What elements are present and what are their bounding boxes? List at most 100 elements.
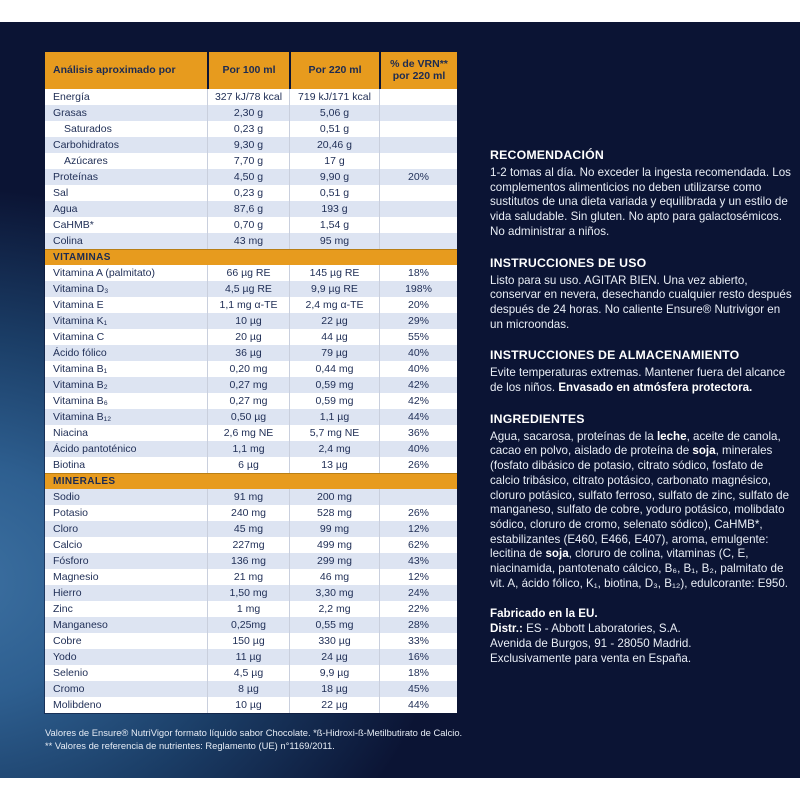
table-cell-per220: 719 kJ/171 kcal [289,89,379,105]
text-segment: Evite temperaturas extremas. Mantener fu… [490,366,786,395]
table-cell-vrn [379,137,457,153]
table-cell-vrn: 12% [379,569,457,585]
table-cell-per220: 79 µg [289,345,379,361]
table-cell-label: Ácido pantoténico [53,443,137,455]
table-cell-vrn [379,185,457,201]
table-cell-label: Biotina [53,459,86,471]
table-cell-per100: 1,1 mg [207,441,289,457]
table-row: Proteínas 4,50 g 9,90 g 20% [45,169,457,185]
table-cell-per220: 200 mg [289,489,379,505]
text-segment: Distr.: [490,622,523,636]
table-cell-per220: 2,4 mg α-TE [289,297,379,313]
table-cell-per220: 528 mg [289,505,379,521]
table-cell-per220: 330 µg [289,633,379,649]
table-cell-per220: 0,59 mg [289,377,379,393]
table-cell-vrn: 12% [379,521,457,537]
table-row: Cobre 150 µg 330 µg 33% [45,633,457,649]
table-cell-per100: 11 µg [207,649,289,665]
table-cell-vrn [379,89,457,105]
table-cell-per100: 4,50 g [207,169,289,185]
table-cell-per100: 2,30 g [207,105,289,121]
table-cell-label: Magnesio [53,571,99,583]
table-cell-label: Fósforo [53,555,89,567]
table-row: Manganeso 0,25mg 0,55 mg 28% [45,617,457,633]
table-row: Niacina 2,6 mg NE 5,7 mg NE 36% [45,425,457,441]
table-cell-label: Molibdeno [53,699,102,711]
table-row: Ácido pantoténico 1,1 mg 2,4 mg 40% [45,441,457,457]
table-row: Fósforo 136 mg 299 mg 43% [45,553,457,569]
info-section: INSTRUCCIONES DE ALMACENAMIENTO Evite tem… [490,348,793,395]
table-cell-per100: 0,23 g [207,121,289,137]
table-cell-vrn: 22% [379,601,457,617]
table-cell-label: Manganeso [53,619,108,631]
table-cell-label: Selenio [53,667,89,679]
section-paragraph: Listo para su uso. AGITAR BIEN. Una vez … [490,274,793,333]
info-section: INSTRUCCIONES DE USO Listo para su uso. A… [490,256,793,333]
text-segment: soja [545,547,569,561]
table-cell-label: Grasas [53,107,87,119]
table-cell-per100: 43 mg [207,233,289,249]
table-cell-label: Potasio [53,507,89,519]
table-cell-label: CaHMB* [53,219,94,231]
table-cell-vrn: 44% [379,409,457,425]
table-cell-per220: 9,9 µg RE [289,281,379,297]
table-cell-label: Hierro [53,587,82,599]
table-cell-label: Agua [53,203,78,215]
table-cell-per220: 1,1 µg [289,409,379,425]
section-paragraph: Agua, sacarosa, proteínas de la leche, a… [490,430,793,592]
table-cell-per100: 91 mg [207,489,289,505]
table-cell-per100: 227mg [207,537,289,553]
table-row: Vitamina B₁ 0,20 mg 0,44 mg 40% [45,361,457,377]
table-cell-per100: 1 mg [207,601,289,617]
text-segment: leche [656,429,687,443]
table-header-row: Análisis aproximado por Por 100 ml Por 220… [45,52,457,89]
table-cell-per100: 6 µg [207,457,289,473]
table-cell-per100: 0,27 mg [207,393,289,409]
table-header-cell: Por 100 ml [207,52,289,89]
table-cell-per220: 0,59 mg [289,393,379,409]
table-cell-vrn: 28% [379,617,457,633]
table-cell-per100: 21 mg [207,569,289,585]
table-cell-per100: 1,50 mg [207,585,289,601]
table-row: Sal 0,23 g 0,51 g [45,185,457,201]
table-row: Yodo 11 µg 24 µg 16% [45,649,457,665]
table-cell-per220: 299 mg [289,553,379,569]
text-segment: , cloruro de colina, vitaminas (C, E, ni… [490,547,789,590]
table-cell-per100: 66 µg RE [207,265,289,281]
table-cell-vrn [379,121,457,137]
table-row: Biotina 6 µg 13 µg 26% [45,457,457,473]
table-cell-label: Vitamina A (palmitato) [53,267,155,279]
table-row: Saturados 0,23 g 0,51 g [45,121,457,137]
table-cell-vrn: 43% [379,553,457,569]
table-cell-vrn [379,105,457,121]
table-cell-per220: 2,4 mg [289,441,379,457]
table-cell-per220: 2,2 mg [289,601,379,617]
table-cell-vrn: 198% [379,281,457,297]
table-row: Vitamina A (palmitato) 66 µg RE 145 µg RE 1… [45,265,457,281]
table-cell-label: Sodio [53,491,80,503]
table-cell-label: Cobre [53,635,82,647]
table-row: Selenio 4,5 µg 9,9 µg 18% [45,665,457,681]
table-cell-per220: 95 mg [289,233,379,249]
table-cell-vrn: 18% [379,665,457,681]
table-cell-per100: 0,70 g [207,217,289,233]
table-cell-label: Saturados [64,123,112,135]
text-segment: Fabricado en la EU. [490,607,598,621]
table-cell-label: Vitamina B₂ [53,379,108,391]
table-row: Vitamina B₂ 0,27 mg 0,59 mg 42% [45,377,457,393]
table-cell-per220: 22 µg [289,697,379,713]
table-cell-per220: 46 mg [289,569,379,585]
table-cell-label: Vitamina B₁₂ [53,411,112,423]
table-cell-per220: 17 g [289,153,379,169]
table-cell-per220: 1,54 g [289,217,379,233]
table-cell-per100: 45 mg [207,521,289,537]
table-cell-per220: 22 µg [289,313,379,329]
table-cell-per220: 9,90 g [289,169,379,185]
section-band-vitaminas: VITAMINAS [45,249,457,265]
text-segment: soja [692,444,716,458]
table-row: Magnesio 21 mg 46 mg 12% [45,569,457,585]
table-cell-per100: 0,27 mg [207,377,289,393]
info-section: INGREDIENTES Agua, sacarosa, proteínas de… [490,412,793,592]
table-cell-label: Ácido fólico [53,347,107,359]
